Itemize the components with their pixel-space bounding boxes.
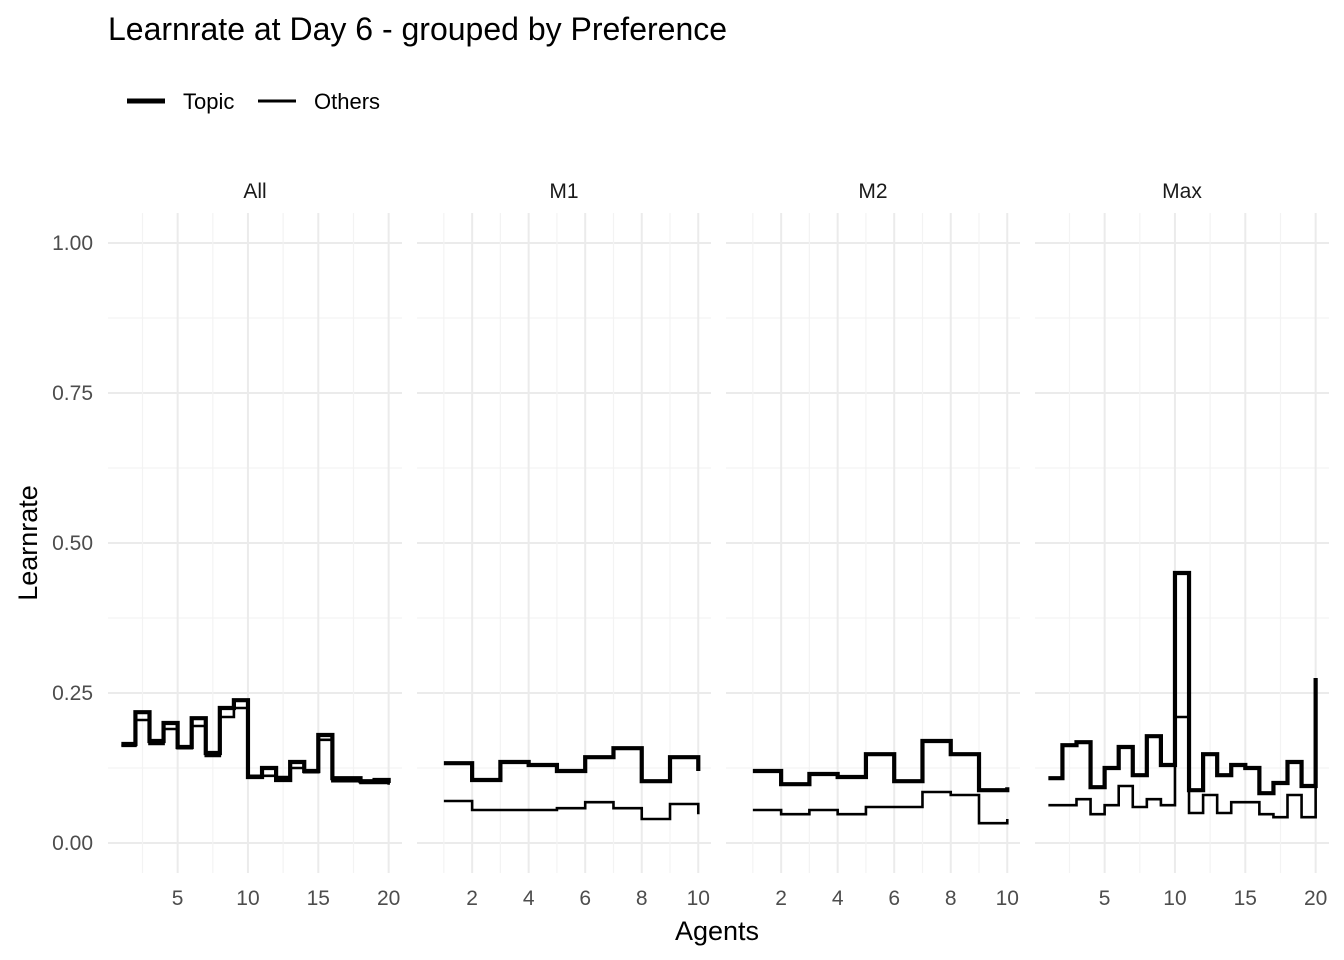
x-tick-label: 4 bbox=[523, 887, 535, 910]
facet-strip-label: M2 bbox=[858, 180, 887, 203]
series-line-others bbox=[1048, 715, 1317, 819]
legend-label-others: Others bbox=[314, 89, 380, 114]
x-axis-title: Agents bbox=[675, 916, 759, 946]
facet-strip-label: M1 bbox=[549, 180, 578, 203]
x-tick-label: 2 bbox=[775, 887, 787, 910]
x-tick-label: 15 bbox=[307, 887, 330, 910]
x-tick-label: 10 bbox=[1163, 887, 1186, 910]
legend-label-topic: Topic bbox=[183, 89, 234, 114]
facet-panel-max: Max 5 10 15 20 bbox=[1035, 180, 1329, 910]
series-line-topic bbox=[1048, 570, 1318, 796]
x-tick-label: 10 bbox=[996, 887, 1019, 910]
x-tick-label: 5 bbox=[172, 887, 184, 910]
x-tick-label: 8 bbox=[636, 887, 648, 910]
chart-title: Learnrate at Day 6 - grouped by Preferen… bbox=[108, 11, 727, 47]
y-tick-label: 0.75 bbox=[52, 382, 93, 405]
facet-panel-m2: M2 2 4 6 8 10 bbox=[726, 180, 1020, 910]
series-line-topic bbox=[752, 738, 1010, 793]
facet-panel-all: All 5 10 15 20 bbox=[108, 180, 402, 910]
x-tick-label: 6 bbox=[888, 887, 900, 910]
series-line-others bbox=[443, 799, 700, 821]
x-tick-label: 5 bbox=[1099, 887, 1111, 910]
x-tick-label: 20 bbox=[1304, 887, 1327, 910]
facet-strip-label: All bbox=[243, 180, 266, 203]
y-tick-label: 1.00 bbox=[52, 232, 93, 255]
y-tick-label: 0.25 bbox=[52, 682, 93, 705]
x-tick-label: 20 bbox=[377, 887, 400, 910]
x-tick-label: 10 bbox=[687, 887, 710, 910]
x-tick-label: 15 bbox=[1234, 887, 1257, 910]
x-tick-label: 2 bbox=[466, 887, 478, 910]
series-line-topic bbox=[443, 746, 701, 784]
x-tick-label: 6 bbox=[579, 887, 591, 910]
y-tick-label: 0.50 bbox=[52, 532, 93, 555]
x-tick-label: 8 bbox=[945, 887, 957, 910]
y-axis: 0.00 0.25 0.50 0.75 1.00 bbox=[52, 232, 93, 855]
facet-strip-label: Max bbox=[1162, 180, 1202, 203]
series-line-others bbox=[752, 790, 1009, 825]
y-tick-label: 0.00 bbox=[52, 832, 93, 855]
series-line-topic bbox=[121, 698, 391, 784]
x-tick-label: 10 bbox=[236, 887, 259, 910]
facet-panel-m1: M1 2 4 6 8 10 bbox=[417, 180, 711, 910]
x-tick-label: 4 bbox=[832, 887, 844, 910]
legend: Topic Others bbox=[127, 89, 380, 114]
series-line-others bbox=[121, 706, 390, 785]
y-axis-title: Learnrate bbox=[13, 485, 43, 601]
facet-panels: All 5 10 15 20 M1 2 4 6 8 10 M2 2 4 6 8 10 Max 5 10 15 20 bbox=[108, 180, 1329, 910]
